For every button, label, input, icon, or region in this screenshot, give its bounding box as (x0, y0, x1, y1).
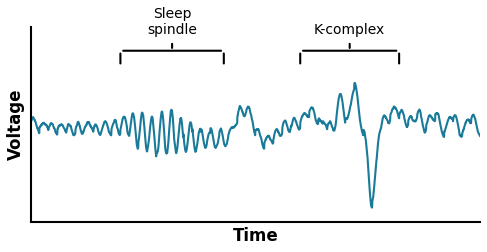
Y-axis label: Voltage: Voltage (7, 89, 25, 160)
Text: Sleep
spindle: Sleep spindle (147, 7, 197, 37)
X-axis label: Time: Time (232, 227, 278, 245)
Text: K-complex: K-complex (314, 23, 385, 37)
